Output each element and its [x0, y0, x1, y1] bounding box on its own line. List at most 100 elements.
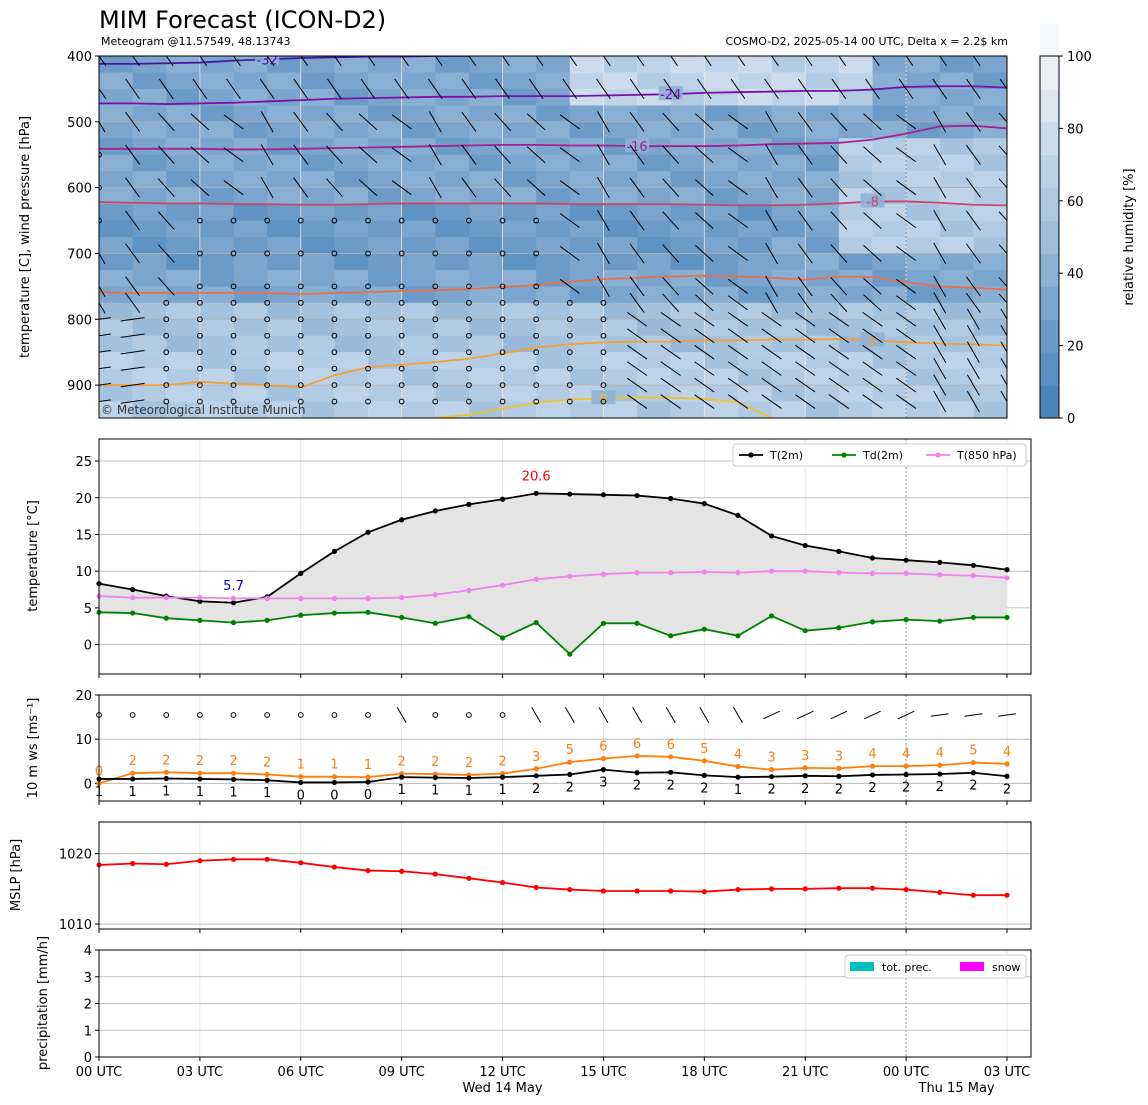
wind-barb: [597, 209, 610, 232]
humidity-cell: [166, 121, 201, 139]
gust-value-label: 5: [566, 743, 574, 758]
humidity-cell: [300, 204, 336, 222]
gust-line-point: [701, 758, 707, 764]
wind-barb: [761, 344, 782, 360]
humidity-cell: [704, 138, 739, 156]
humidity-cell: [704, 385, 739, 403]
series-td2m-point: [163, 615, 169, 621]
copyright-text: © Meteorological Institute Munich: [101, 403, 305, 417]
humidity-cell: [536, 237, 571, 255]
wind-barb: [434, 56, 443, 67]
humidity-cell: [906, 204, 941, 222]
calm-wind-marker: [600, 382, 607, 388]
gust-value-label: 5: [700, 742, 708, 757]
humidity-cell: [637, 187, 672, 205]
humidity-cell: [704, 237, 739, 255]
wind-barb: [559, 114, 580, 130]
humidity-cell: [670, 204, 705, 222]
windspeed-value-label: 1: [498, 783, 506, 798]
calm-wind-marker: [398, 283, 405, 290]
calm-wind-marker: [365, 299, 371, 306]
wind-barb: [528, 78, 544, 100]
calm-wind-marker: [163, 365, 170, 372]
humidity-cell: [536, 302, 571, 320]
wind-barb: [795, 361, 816, 376]
humidity-cell: [838, 204, 874, 222]
calm-wind-marker: [499, 299, 506, 306]
location-subtitle: Meteogram @11.57549, 48.13743: [101, 35, 291, 48]
windspeed-line-point: [331, 779, 338, 786]
humidity-cell: [233, 237, 268, 255]
humidity-cell: [805, 171, 840, 189]
gust-value-label: 6: [667, 738, 675, 753]
wind-barb: [391, 180, 412, 196]
colorbar-bin: [1040, 220, 1059, 254]
humidity-cell: [872, 286, 907, 304]
calm-wind-marker: [533, 217, 540, 224]
humidity-cell: [132, 121, 167, 139]
humidity-cell: [771, 335, 806, 353]
calm-wind-marker: [398, 382, 405, 388]
series-td2m-point: [600, 620, 607, 626]
humidity-cell: [637, 368, 672, 386]
humidity-cell: [468, 88, 504, 106]
wind-barb: [933, 111, 947, 133]
series-t2m-point: [903, 557, 909, 563]
calm-wind-marker: [466, 398, 472, 405]
wind-barb: [629, 177, 645, 198]
mslp-line-point: [634, 888, 640, 894]
series-td2m-point: [937, 618, 943, 624]
isotherm-label: -16: [626, 140, 647, 155]
calm-wind-marker: [432, 283, 439, 290]
humidity-cell: [99, 72, 134, 90]
series-t850hpa-point: [432, 592, 438, 598]
gust-line-point: [869, 763, 876, 769]
wind-barb: [795, 311, 816, 327]
humidity-cell: [267, 138, 302, 156]
humidity-cell: [906, 154, 941, 172]
humidity-cell: [973, 237, 1007, 255]
humidity-cell: [300, 286, 336, 304]
wind-barb: [125, 177, 141, 198]
humidity-cell: [334, 72, 369, 90]
colorbar-bin: [1040, 154, 1059, 189]
series-td2m-point: [264, 617, 270, 623]
humidity-cell: [502, 302, 537, 320]
windspeed-value-label: 1: [229, 785, 237, 800]
humidity-cell: [569, 319, 605, 337]
calm-wind-marker: [196, 283, 203, 290]
wind-barb: [494, 145, 511, 164]
humidity-cell: [368, 401, 403, 418]
series-td2m-point: [634, 620, 640, 626]
calm-wind-marker: [331, 283, 338, 290]
humidity-cell: [771, 319, 806, 337]
series-t2m-point: [970, 562, 976, 568]
wind-barb: [1000, 341, 1007, 354]
wind-barb: [871, 56, 880, 67]
wind-barb: [838, 56, 847, 67]
extreme-label: 20.6: [522, 469, 551, 484]
humidity-cell: [300, 319, 336, 337]
calm-wind-marker: [600, 316, 607, 323]
humidity-cell: [737, 319, 773, 337]
series-t850hpa-point: [668, 570, 674, 576]
humidity-cell: [973, 269, 1007, 287]
wind-barb: [998, 112, 1007, 123]
humidity-cell: [939, 352, 974, 370]
humidity-cell: [838, 319, 874, 337]
gust-value-label: 2: [229, 754, 237, 769]
humidity-cell: [603, 187, 638, 205]
panel-frame: [98, 821, 1032, 930]
calm-wind-marker: [566, 349, 573, 356]
humidity-cell: [737, 171, 773, 189]
humidity-cell: [132, 302, 167, 320]
calm-wind-marker: [600, 332, 607, 339]
humidity-cell: [737, 138, 773, 156]
wind-barb: [157, 145, 175, 164]
colorbar-bin: [1040, 286, 1059, 320]
calm-wind-marker: [331, 217, 338, 224]
calm-wind-marker: [264, 283, 271, 290]
calm-wind-marker: [499, 365, 506, 372]
humidity-cell: [872, 319, 907, 337]
calm-wind-marker: [499, 349, 506, 356]
